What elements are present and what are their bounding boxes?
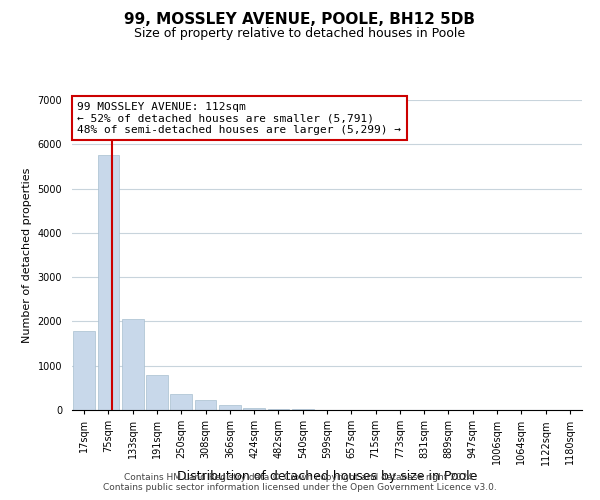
Bar bbox=[219, 405, 241, 410]
Bar bbox=[146, 374, 168, 410]
Bar bbox=[122, 319, 143, 410]
Text: Size of property relative to detached houses in Poole: Size of property relative to detached ho… bbox=[134, 28, 466, 40]
Bar bbox=[73, 331, 95, 410]
Text: Contains HM Land Registry data © Crown copyright and database right 2024.
Contai: Contains HM Land Registry data © Crown c… bbox=[103, 473, 497, 492]
Bar bbox=[268, 408, 289, 410]
Bar bbox=[97, 156, 119, 410]
Bar bbox=[194, 400, 217, 410]
X-axis label: Distribution of detached houses by size in Poole: Distribution of detached houses by size … bbox=[177, 470, 477, 483]
Y-axis label: Number of detached properties: Number of detached properties bbox=[22, 168, 32, 342]
Text: 99, MOSSLEY AVENUE, POOLE, BH12 5DB: 99, MOSSLEY AVENUE, POOLE, BH12 5DB bbox=[125, 12, 476, 28]
Bar bbox=[243, 408, 265, 410]
Text: 99 MOSSLEY AVENUE: 112sqm
← 52% of detached houses are smaller (5,791)
48% of se: 99 MOSSLEY AVENUE: 112sqm ← 52% of detac… bbox=[77, 102, 401, 134]
Bar bbox=[170, 394, 192, 410]
